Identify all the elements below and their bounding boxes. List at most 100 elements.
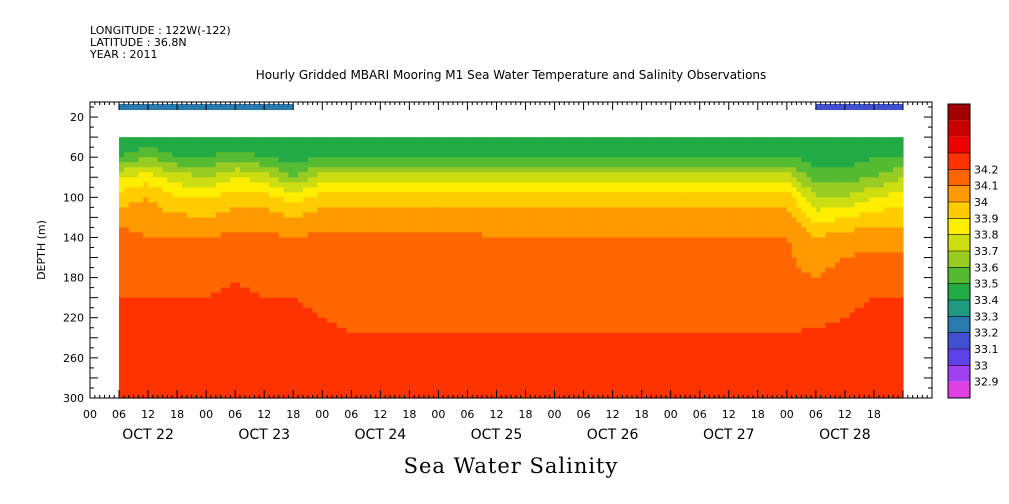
heatmap-cell [428,362,435,369]
heatmap-cell [143,362,149,369]
heatmap-cell [172,177,178,183]
heatmap-cell [423,147,430,153]
heatmap-cell [206,152,212,158]
heatmap-cell [511,187,517,193]
heatmap-cell [491,357,498,364]
heatmap-cell [283,192,290,198]
heatmap-cell [390,367,396,374]
heatmap-cell [196,137,202,143]
heatmap-cell [336,327,343,334]
heatmap-cell [259,197,265,203]
heatmap-cell [481,277,488,284]
heatmap-cell [259,317,265,324]
heatmap-cell [578,387,585,394]
heatmap-cell [530,307,536,314]
heatmap-cell [206,282,212,289]
heatmap-cell [409,282,415,289]
heatmap-cell [399,292,406,299]
heatmap-cell [327,367,333,374]
heatmap-cell [302,242,309,249]
heatmap-cell [477,267,483,274]
heatmap-cell [225,342,231,349]
heatmap-cell [409,392,415,399]
heatmap-cell [399,192,406,198]
heatmap-cell [119,182,125,188]
heatmap-cell [472,262,478,269]
heatmap-cell [254,367,260,374]
heatmap-cell [133,257,139,264]
heatmap-cell [486,307,493,314]
heatmap-cell [259,357,265,364]
heatmap-cell [215,152,222,158]
heatmap-cell [419,217,425,224]
heatmap-cell [264,392,270,399]
heatmap-cell [472,247,478,254]
heatmap-cell [341,337,348,344]
heatmap-cell [143,257,149,264]
heatmap-cell [201,367,207,374]
heatmap-cell [148,347,154,354]
heatmap-cell [191,347,198,354]
heatmap-cell [123,182,130,188]
heatmap-cell [249,367,256,374]
heatmap-cell [336,372,343,379]
heatmap-cell [467,382,473,389]
heatmap-cell [167,172,173,178]
heatmap-cell [544,262,551,269]
heatmap-cell [273,337,280,344]
heatmap-cell [423,197,430,203]
heatmap-cell [157,322,164,329]
heatmap-cell [152,337,159,344]
heatmap-cell [317,357,323,364]
heatmap-cell [472,317,478,324]
heatmap-cell [520,202,527,208]
heatmap-cell [564,272,570,279]
heatmap-cell [564,242,570,249]
heatmap-cell [254,307,260,314]
heatmap-cell [273,182,280,188]
heatmap-cell [549,342,556,349]
heatmap-cell [133,262,139,269]
heatmap-cell [569,182,575,188]
heatmap-cell [331,292,338,299]
heatmap-cell [462,347,469,354]
heatmap-cell [351,212,357,218]
heatmap-cell [240,167,246,173]
heatmap-cell [530,232,536,239]
heatmap-cell [404,207,410,213]
heatmap-cell [167,282,173,289]
heatmap-cell [283,217,290,224]
heatmap-cell [569,237,575,244]
heatmap-cell [143,292,149,299]
heatmap-cell [365,347,372,354]
heatmap-cell [298,382,304,389]
heatmap-cell [573,302,580,309]
heatmap-cell [181,357,188,364]
heatmap-cell [544,272,551,279]
heatmap-cell [481,177,488,183]
heatmap-cell [152,217,159,224]
heatmap-cell [162,387,169,394]
heatmap-cell [414,237,420,244]
heatmap-cell [452,147,459,153]
heatmap-cell [457,172,464,178]
heatmap-cell [346,332,352,339]
heatmap-cell [385,372,391,379]
heatmap-cell [370,327,377,334]
heatmap-cell [515,237,522,244]
heatmap-cell [220,347,227,354]
heatmap-cell [491,247,498,254]
heatmap-cell [569,392,575,399]
heatmap-cell [351,382,357,389]
heatmap-cell [520,312,527,319]
heatmap-cell [225,322,231,329]
heatmap-cell [564,167,570,173]
heatmap-cell [414,182,420,188]
heatmap-cell [196,192,202,198]
heatmap-cell [559,247,565,254]
heatmap-cell [254,252,260,259]
heatmap-cell [264,202,270,208]
heatmap-cell [578,212,585,218]
heatmap-cell [554,377,560,384]
heatmap-cell [264,387,270,394]
